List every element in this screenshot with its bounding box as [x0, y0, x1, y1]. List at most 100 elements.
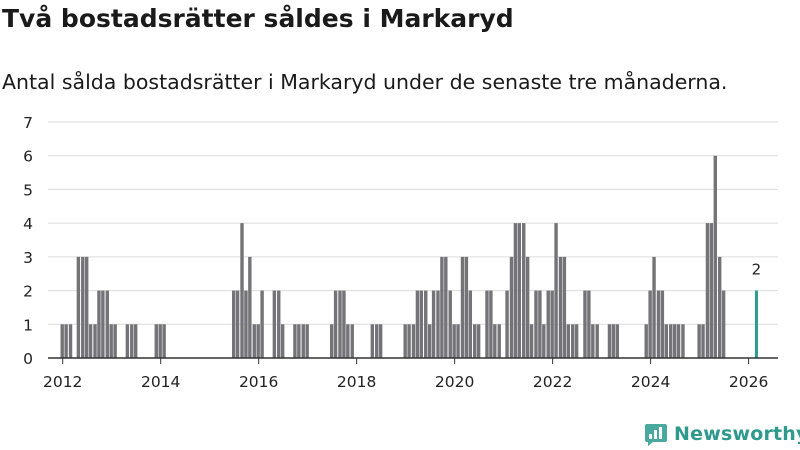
y-tick-label: 0	[23, 350, 33, 368]
data-label: 2	[752, 261, 762, 279]
bar	[676, 324, 681, 358]
bar	[595, 324, 599, 358]
y-tick-label: 5	[23, 181, 33, 199]
brand: Newsworthy	[644, 418, 800, 450]
bar	[611, 324, 616, 358]
bar	[656, 290, 661, 358]
bar	[648, 290, 652, 358]
bar	[248, 256, 252, 358]
bar	[427, 324, 432, 358]
bar	[415, 290, 420, 358]
highlight-bar	[754, 290, 758, 358]
bar	[464, 256, 469, 358]
bar	[431, 290, 436, 358]
bar	[272, 290, 277, 358]
bar	[240, 223, 244, 358]
bar	[534, 290, 538, 358]
bar	[260, 290, 264, 358]
bar	[497, 324, 501, 358]
bar	[681, 324, 685, 358]
bar	[697, 324, 701, 358]
bar	[558, 256, 563, 358]
bar	[607, 324, 612, 358]
bar	[517, 223, 522, 358]
bar	[375, 324, 379, 358]
bar	[525, 256, 530, 358]
bar	[542, 324, 546, 358]
bar	[158, 324, 162, 358]
bar	[476, 324, 481, 358]
bar	[338, 290, 342, 358]
x-tick-label: 2026	[729, 373, 768, 391]
x-tick-label: 2018	[337, 373, 376, 391]
bar	[522, 223, 526, 358]
brand-name: Newsworthy	[674, 423, 800, 445]
bar	[705, 223, 710, 358]
bar	[587, 290, 591, 358]
x-tick-label: 2012	[43, 373, 82, 391]
bar	[717, 256, 722, 358]
bar	[297, 324, 301, 358]
bar	[550, 290, 554, 358]
x-tick-label: 2024	[631, 373, 670, 391]
bar	[493, 324, 497, 358]
bar	[672, 324, 677, 358]
x-tick-label: 2014	[141, 373, 180, 391]
y-tick-label: 4	[23, 215, 33, 233]
bar	[424, 290, 428, 358]
y-tick-label: 6	[23, 148, 33, 166]
bar	[485, 290, 489, 358]
bar	[130, 324, 134, 358]
chart-title: Två bostadsrätter såldes i Markaryd	[2, 4, 514, 33]
bar	[125, 324, 130, 358]
bar	[411, 324, 416, 358]
bar	[583, 290, 587, 358]
bar	[460, 256, 465, 358]
bar	[329, 324, 334, 358]
bar	[346, 324, 350, 358]
bar	[562, 256, 567, 358]
bar	[68, 324, 73, 358]
bar	[513, 223, 518, 358]
bar	[440, 256, 444, 358]
bar	[468, 290, 473, 358]
bar	[554, 223, 558, 358]
bar	[403, 324, 407, 358]
bar	[231, 290, 236, 358]
bar	[154, 324, 158, 358]
bar	[448, 290, 452, 358]
bar	[407, 324, 411, 358]
bar	[571, 324, 575, 358]
bar	[93, 324, 97, 358]
bar	[252, 324, 256, 358]
y-tick-label: 1	[23, 316, 33, 334]
bar	[538, 290, 542, 358]
bar	[305, 324, 309, 358]
bar	[591, 324, 595, 358]
bar	[701, 324, 705, 358]
bar	[235, 290, 240, 358]
bar	[97, 290, 101, 358]
bar	[419, 290, 424, 358]
bar	[85, 256, 89, 358]
bar	[64, 324, 68, 358]
bar	[60, 324, 64, 358]
x-tick-label: 2022	[533, 373, 572, 391]
bar	[652, 256, 656, 358]
bar	[456, 324, 460, 358]
bar	[293, 324, 297, 358]
bar	[473, 324, 477, 358]
bar	[664, 324, 668, 358]
bar	[574, 324, 579, 358]
bar	[370, 324, 375, 358]
bar	[615, 324, 620, 358]
chart-subtitle: Antal sålda bostadsrätter i Markaryd und…	[2, 70, 728, 94]
bar	[301, 324, 305, 358]
bar	[133, 324, 138, 358]
bar	[101, 290, 105, 358]
bar	[105, 290, 109, 358]
bar	[256, 324, 260, 358]
bar	[660, 290, 665, 358]
x-tick-label: 2016	[239, 373, 278, 391]
